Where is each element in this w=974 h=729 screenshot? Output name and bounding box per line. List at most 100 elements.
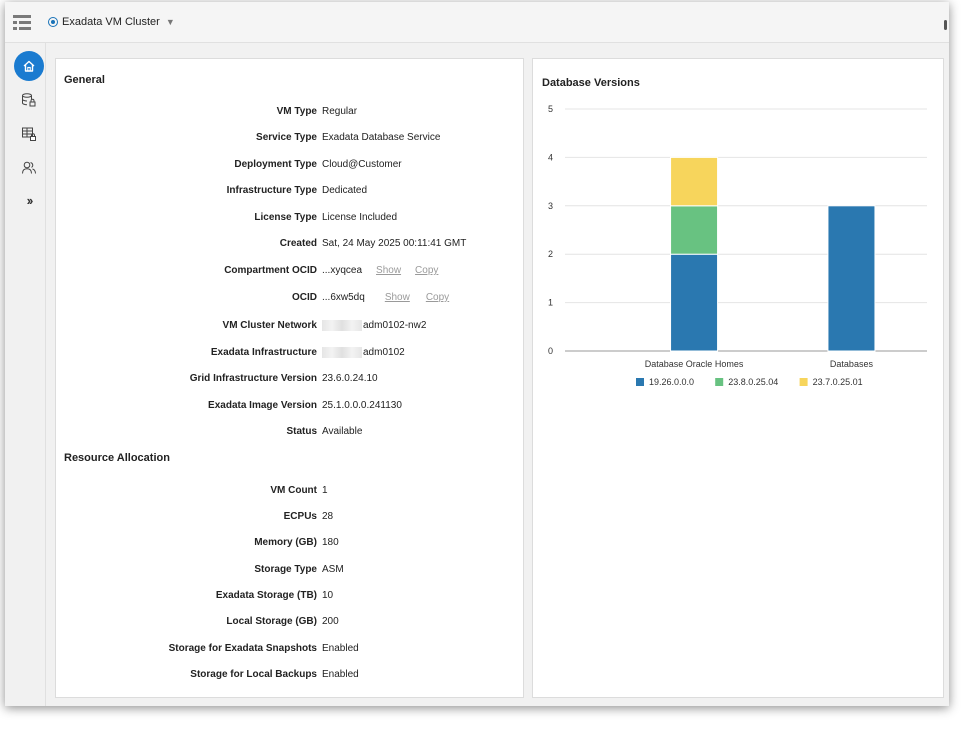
field-value: 23.6.0.24.10	[322, 373, 378, 384]
field-label: Memory (GB)	[254, 537, 317, 548]
legend-label: 23.8.0.25.04	[728, 377, 778, 387]
chart-title: Database Versions	[542, 77, 640, 89]
sidebar-expand-button[interactable]: ››	[14, 185, 44, 215]
field-label: Exadata Image Version	[208, 400, 317, 411]
grid-lock-icon	[22, 127, 36, 141]
field-row: License Type License Included	[56, 212, 523, 226]
field-label: VM Count	[270, 485, 317, 496]
field-value: License Included	[322, 212, 398, 223]
field-label: VM Cluster Network	[222, 320, 317, 331]
field-label: Service Type	[256, 132, 317, 143]
field-value: Regular	[322, 106, 358, 117]
context-label: Exadata VM Cluster	[62, 16, 160, 28]
database-versions-chart: 0 1 2 3 4 5 Database Oracle Homes Databases 19.2…	[548, 104, 927, 387]
field-row: Storage Type ASM	[56, 564, 523, 578]
field-row: Storage for Exadata Snapshots Enabled	[56, 643, 523, 657]
app-window: Exadata VM Cluster ▼	[5, 2, 949, 706]
field-row: ECPUs 28	[56, 511, 523, 525]
field-value: ...xyqcea Show Copy	[322, 265, 438, 276]
y-tick-label: 3	[548, 201, 553, 211]
y-tick-label: 0	[548, 346, 553, 356]
field-row: VM Cluster Network adm0102-nw2	[56, 320, 523, 334]
sidebar-infrastructure-button[interactable]	[14, 119, 44, 149]
legend-swatch	[715, 378, 724, 386]
resource-allocation-title: Resource Allocation	[64, 452, 170, 464]
field-row: Service Type Exadata Database Service	[56, 132, 523, 146]
sidebar-databases-button[interactable]	[14, 85, 44, 115]
field-value: Enabled	[322, 643, 359, 654]
field-value: Dedicated	[322, 185, 368, 196]
redacted-text	[322, 347, 362, 358]
field-row: Exadata Infrastructure adm0102	[56, 347, 523, 361]
field-row: Grid Infrastructure Version 23.6.0.24.10	[56, 373, 523, 387]
chevron-down-icon: ▼	[165, 17, 175, 27]
compartment-ocid-value: ...xyqcea	[322, 265, 363, 276]
left-sidebar: ››	[5, 43, 46, 706]
y-tick-label: 5	[548, 104, 553, 114]
y-tick-label: 4	[548, 152, 553, 162]
ocid-value: ...6xw5dq	[322, 292, 365, 303]
scroll-indicator	[944, 20, 947, 30]
copy-ocid-link[interactable]: Copy	[425, 292, 450, 303]
redacted-text	[322, 320, 362, 331]
field-value: Sat, 24 May 2025 00:11:41 GMT	[322, 238, 467, 249]
home-icon	[23, 60, 35, 72]
field-label: Created	[279, 238, 317, 249]
field-label: Local Storage (GB)	[226, 616, 317, 627]
field-value[interactable]: adm0102-nw2	[322, 320, 426, 331]
field-row: Memory (GB) 180	[56, 537, 523, 551]
show-ocid-link[interactable]: Show	[384, 292, 410, 303]
x-tick-label: Databases	[830, 359, 874, 369]
field-row: Exadata Storage (TB) 10	[56, 590, 523, 604]
field-value[interactable]: adm0102	[322, 347, 405, 358]
sidebar-users-button[interactable]	[14, 153, 44, 183]
field-label: License Type	[254, 212, 317, 223]
field-value: 180	[322, 537, 339, 548]
context-selector[interactable]: Exadata VM Cluster ▼	[48, 12, 175, 32]
field-label: Infrastructure Type	[226, 185, 317, 196]
field-label: Storage Type	[254, 564, 317, 575]
field-row: Infrastructure Type Dedicated	[56, 185, 523, 199]
sidebar-home-button[interactable]	[14, 51, 44, 81]
field-label: Exadata Storage (TB)	[215, 590, 317, 601]
vm-cluster-network-link[interactable]: adm0102-nw2	[363, 320, 427, 332]
field-row: Created Sat, 24 May 2025 00:11:41 GMT	[56, 238, 523, 252]
general-panel: General VM Type Regular Service Type Exa…	[55, 58, 524, 698]
copy-compartment-ocid-link[interactable]: Copy	[415, 265, 439, 276]
show-compartment-ocid-link[interactable]: Show	[376, 265, 402, 276]
field-value: ...6xw5dq Show Copy	[322, 292, 449, 303]
exadata-infrastructure-link[interactable]: adm0102	[363, 347, 405, 359]
bar-segment	[670, 205, 719, 255]
field-label: Grid Infrastructure Version	[189, 373, 317, 384]
field-label: VM Type	[276, 106, 317, 117]
field-label: Storage for Exadata Snapshots	[168, 643, 317, 654]
field-value: Cloud@Customer	[322, 159, 402, 170]
field-row: Exadata Image Version 25.1.0.0.0.241130	[56, 400, 523, 414]
y-tick-label: 2	[548, 249, 553, 259]
field-row: Local Storage (GB) 200	[56, 616, 523, 630]
field-value: 25.1.0.0.0.241130	[322, 400, 402, 411]
field-value: 1	[322, 485, 328, 496]
legend-label: 19.26.0.0.0	[649, 377, 694, 387]
field-value: 28	[322, 511, 334, 522]
field-value: Exadata Database Service	[322, 132, 441, 143]
legend-label: 23.7.0.25.01	[813, 377, 863, 387]
field-value: ASM	[322, 564, 344, 575]
x-tick-label: Database Oracle Homes	[645, 359, 744, 369]
navigation-menu-icon[interactable]	[12, 13, 32, 33]
field-row: OCID ...6xw5dq Show Copy	[56, 292, 523, 306]
field-row: Deployment Type Cloud@Customer	[56, 159, 523, 173]
field-label: Status	[286, 426, 317, 437]
field-row: VM Type Regular	[56, 106, 523, 120]
field-value: 200	[322, 616, 339, 627]
database-lock-icon	[22, 93, 36, 107]
field-row: Storage for Local Backups Enabled	[56, 669, 523, 683]
database-versions-panel: Database Versions 0 1 2 3 4 5 Database Oracle …	[532, 58, 944, 698]
double-chevron-right-icon: ››	[26, 192, 34, 208]
field-value: 10	[322, 590, 334, 601]
general-title: General	[64, 74, 105, 86]
field-value: Enabled	[322, 669, 359, 680]
target-icon	[48, 17, 58, 27]
users-icon	[22, 161, 36, 174]
y-tick-label: 1	[548, 298, 553, 308]
